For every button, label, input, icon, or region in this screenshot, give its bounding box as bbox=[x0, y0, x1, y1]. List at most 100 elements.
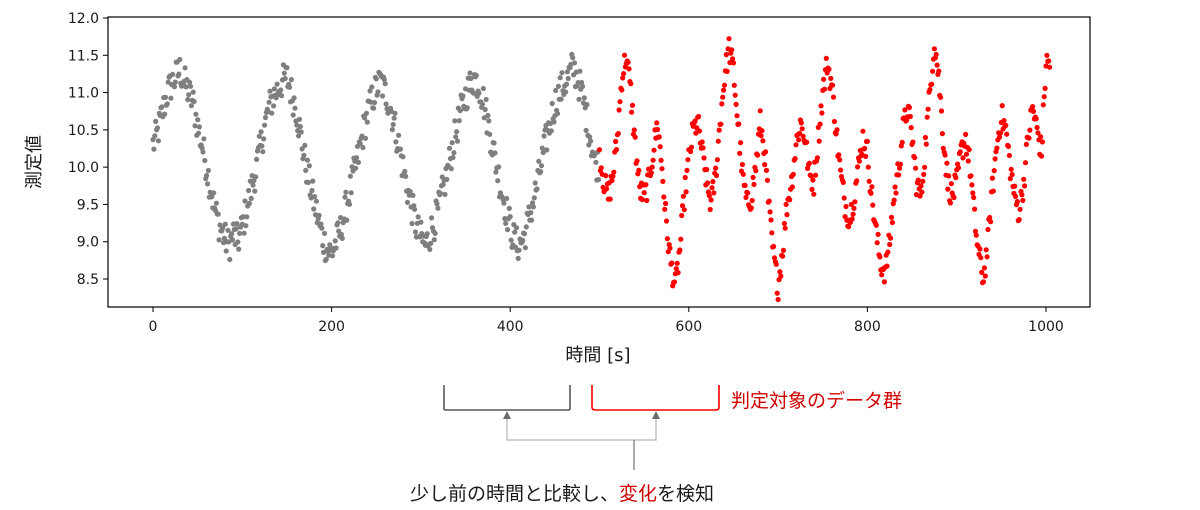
data-point bbox=[1038, 153, 1045, 159]
data-point bbox=[260, 149, 266, 155]
data-point bbox=[648, 170, 654, 176]
x-tick-label: 600 bbox=[675, 319, 702, 335]
data-point bbox=[321, 249, 327, 255]
data-point bbox=[588, 138, 594, 144]
data-point bbox=[782, 225, 788, 231]
data-point bbox=[492, 150, 498, 156]
data-point bbox=[248, 195, 254, 201]
data-point bbox=[739, 161, 746, 168]
y-tick-label: 8.5 bbox=[77, 272, 99, 288]
data-point bbox=[512, 229, 518, 235]
data-point bbox=[908, 125, 914, 131]
data-point bbox=[609, 177, 615, 184]
data-point bbox=[332, 238, 338, 244]
data-point bbox=[304, 157, 311, 163]
data-point bbox=[241, 230, 247, 236]
data-point bbox=[922, 164, 928, 170]
data-point bbox=[651, 147, 657, 153]
data-point bbox=[468, 75, 474, 82]
data-point bbox=[987, 214, 993, 221]
data-point bbox=[620, 75, 626, 81]
data-point bbox=[190, 89, 196, 95]
data-point bbox=[151, 146, 157, 152]
data-point bbox=[540, 149, 546, 156]
data-point bbox=[507, 214, 513, 220]
data-point bbox=[200, 149, 206, 155]
data-point bbox=[671, 279, 678, 285]
data-point bbox=[362, 135, 369, 141]
data-point bbox=[731, 82, 737, 88]
data-point bbox=[536, 158, 542, 164]
data-point bbox=[415, 214, 421, 220]
data-point bbox=[371, 100, 378, 106]
data-point bbox=[830, 82, 836, 88]
data-point bbox=[201, 136, 207, 142]
data-point bbox=[636, 167, 642, 173]
data-point bbox=[284, 65, 290, 71]
data-point bbox=[379, 93, 386, 99]
data-point bbox=[482, 106, 488, 113]
data-point bbox=[1023, 141, 1029, 147]
data-point bbox=[766, 198, 772, 204]
data-point bbox=[814, 155, 821, 161]
data-point bbox=[274, 81, 280, 87]
data-point bbox=[440, 181, 446, 188]
data-point bbox=[750, 174, 756, 180]
data-point bbox=[843, 203, 849, 210]
data-point bbox=[1013, 193, 1019, 200]
data-point bbox=[213, 200, 219, 206]
target-series-points bbox=[596, 36, 1053, 303]
data-point bbox=[344, 217, 350, 223]
y-tick-label: 11.5 bbox=[68, 48, 99, 64]
data-point bbox=[290, 112, 296, 118]
data-point bbox=[708, 197, 714, 203]
data-point bbox=[682, 174, 688, 181]
data-point bbox=[392, 110, 398, 116]
data-point bbox=[1026, 135, 1032, 141]
data-point bbox=[261, 136, 267, 142]
data-point bbox=[775, 296, 781, 303]
data-point bbox=[162, 94, 169, 100]
data-point bbox=[705, 180, 711, 186]
data-point bbox=[229, 237, 236, 243]
data-point bbox=[446, 145, 453, 151]
data-point bbox=[297, 123, 303, 130]
data-point bbox=[258, 129, 264, 135]
data-point bbox=[215, 211, 221, 217]
data-point bbox=[480, 85, 486, 92]
data-point bbox=[523, 224, 529, 230]
data-point bbox=[1030, 108, 1037, 114]
data-point bbox=[920, 178, 926, 184]
data-point bbox=[168, 95, 174, 101]
data-point bbox=[558, 96, 564, 102]
data-point bbox=[823, 55, 829, 62]
data-point bbox=[910, 139, 916, 145]
data-point bbox=[818, 103, 824, 109]
data-point bbox=[683, 189, 689, 195]
data-point bbox=[854, 178, 860, 184]
caption-after: を検知 bbox=[657, 483, 715, 505]
data-point bbox=[632, 134, 638, 140]
data-point bbox=[278, 87, 284, 93]
data-point bbox=[969, 182, 975, 188]
data-point bbox=[487, 131, 493, 137]
data-point bbox=[355, 159, 361, 165]
data-point bbox=[787, 197, 793, 203]
data-point bbox=[435, 205, 441, 211]
data-point bbox=[771, 255, 778, 261]
data-point bbox=[677, 247, 683, 253]
data-point bbox=[381, 76, 387, 83]
data-point bbox=[864, 138, 871, 144]
data-point bbox=[849, 216, 855, 222]
data-point bbox=[639, 197, 646, 203]
data-point bbox=[581, 95, 587, 101]
data-point bbox=[204, 172, 210, 179]
data-point bbox=[396, 132, 402, 138]
data-point bbox=[479, 101, 486, 107]
data-point bbox=[1005, 143, 1012, 149]
data-point bbox=[674, 260, 680, 266]
data-point bbox=[718, 121, 724, 127]
data-point bbox=[759, 128, 765, 134]
data-point bbox=[778, 273, 784, 279]
data-point bbox=[716, 127, 722, 133]
